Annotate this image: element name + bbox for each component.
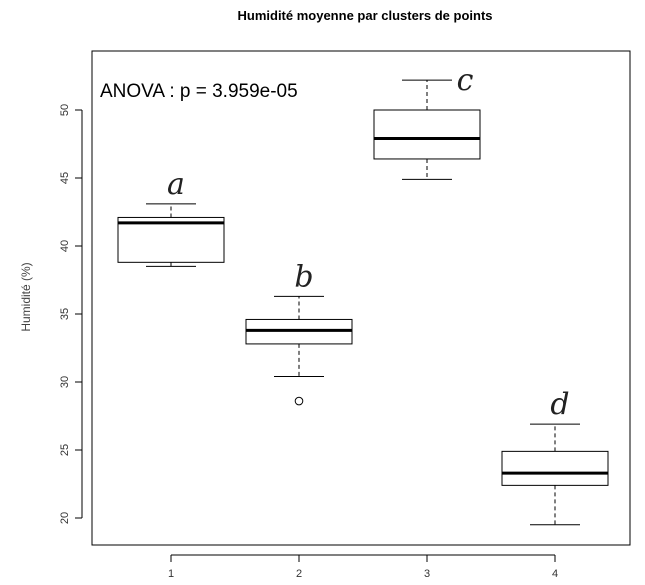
y-axis-label: Humidité (%)	[19, 262, 33, 331]
boxes-group: a b c d	[117, 63, 609, 526]
anova-annotation: ANOVA : p = 3.959e-05	[100, 81, 298, 102]
y-tick-label: 40	[59, 240, 71, 252]
y-tick-label: 35	[59, 308, 71, 320]
x-tick-label: 2	[296, 568, 302, 580]
group-letter-a: a	[167, 167, 185, 202]
chart-title: Humidité moyenne par clusters de points	[238, 8, 493, 23]
box-iqr	[117, 216, 225, 263]
box-iqr	[373, 109, 481, 160]
box-iqr	[501, 450, 609, 486]
x-tick-label: 4	[552, 568, 558, 580]
y-tick-label: 45	[59, 172, 71, 184]
plot-frame	[91, 50, 631, 546]
y-tick-label: 25	[59, 444, 71, 456]
group-letter-d: d	[550, 387, 569, 422]
x-tick-label: 3	[424, 568, 430, 580]
box-cluster-4: d	[501, 387, 609, 526]
x-tick-label: 1	[168, 568, 174, 580]
box-cluster-1: a	[117, 167, 225, 267]
y-tick-label: 50	[59, 104, 71, 116]
box-cluster-3: c	[373, 63, 481, 180]
y-axis: 20 25 30 35 40 45 50	[59, 104, 83, 524]
y-tick-label: 30	[59, 376, 71, 388]
outlier-point	[294, 396, 304, 406]
group-letter-c: c	[457, 63, 474, 98]
x-axis: 1 2 3 4	[168, 554, 558, 580]
group-letter-b: b	[294, 259, 313, 294]
y-tick-label: 20	[59, 512, 71, 524]
box-cluster-2: b	[245, 259, 353, 406]
